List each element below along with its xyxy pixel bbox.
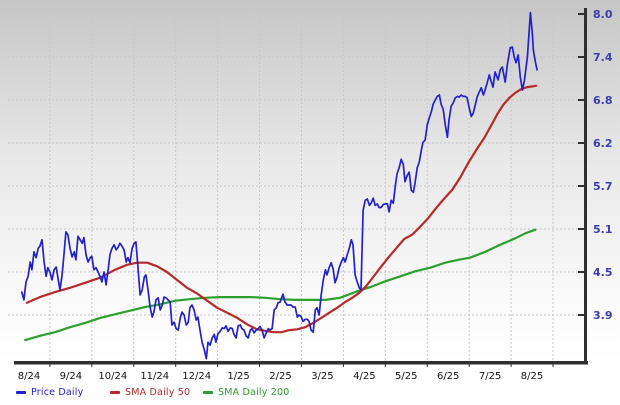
y-tick-label: 5.7 xyxy=(593,180,613,193)
legend-label-price-daily: Price Daily xyxy=(31,386,84,398)
price-daily-dash-icon xyxy=(16,390,26,394)
x-tick-label: 1/25 xyxy=(227,371,249,382)
legend-item-price-daily: Price Daily xyxy=(16,385,83,399)
price-line xyxy=(20,11,538,360)
y-tick-label: 8.0 xyxy=(593,8,613,21)
x-tick-label: 9/24 xyxy=(60,371,82,382)
x-tick-label: 5/25 xyxy=(395,371,417,382)
x-tick-label: 8/24 xyxy=(18,371,40,382)
sma50-line xyxy=(25,84,538,334)
x-tick-label: 7/25 xyxy=(479,371,501,382)
legend-item-sma200: SMA Daily 200 xyxy=(203,385,290,399)
x-tick-label: 8/25 xyxy=(521,371,543,382)
legend-label-sma200: SMA Daily 200 xyxy=(218,386,290,398)
legend-item-sma50: SMA Daily 50 xyxy=(110,385,190,399)
y-tick-label: 7.4 xyxy=(593,51,613,64)
x-tick-label: 3/25 xyxy=(311,371,333,382)
legend-label-sma50: SMA Daily 50 xyxy=(125,386,191,398)
sma200-dash-icon xyxy=(203,390,213,394)
y-tick-label: 4.5 xyxy=(593,266,613,279)
x-tick-label: 4/25 xyxy=(353,371,375,382)
x-tick-label: 2/25 xyxy=(269,371,291,382)
x-tick-label: 6/25 xyxy=(437,371,459,382)
y-tick-label: 3.9 xyxy=(593,309,613,322)
x-tick-label: 11/24 xyxy=(140,371,169,382)
x-tick-label: 12/24 xyxy=(182,371,211,382)
y-tick-label: 5.1 xyxy=(593,223,613,236)
y-tick-label: 6.8 xyxy=(593,94,613,107)
y-tick-label: 6.2 xyxy=(593,137,613,150)
sma50-dash-icon xyxy=(110,390,120,394)
chart-legend: Price Daily SMA Daily 50 SMA Daily 200 xyxy=(0,385,620,401)
x-tick-label: 10/24 xyxy=(98,371,127,382)
sma200-line xyxy=(24,228,537,342)
